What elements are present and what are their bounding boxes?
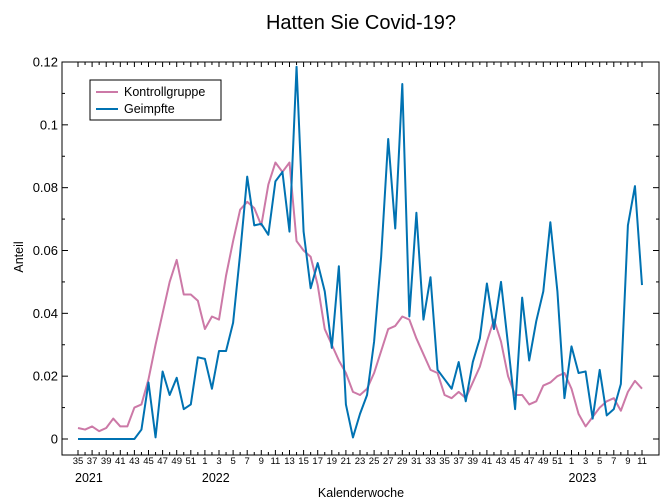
y-tick-label: 0.12 xyxy=(33,55,58,70)
x-tick-label: 3 xyxy=(216,456,221,467)
y-axis-title: Anteil xyxy=(12,241,26,272)
x-tick-label: 7 xyxy=(245,456,250,467)
y-tick-label: 0.06 xyxy=(33,243,58,258)
plot-frame xyxy=(61,61,660,456)
series-line-kontrollgruppe xyxy=(77,161,643,433)
x-tick-label: 51 xyxy=(552,456,563,467)
x-axis-title: Kalenderwoche xyxy=(318,486,404,500)
x-tick-label: 51 xyxy=(186,456,197,467)
x-tick-label: 9 xyxy=(625,456,630,467)
series-line-geimpfte xyxy=(78,65,643,440)
y-tick-label: 0.08 xyxy=(33,180,58,195)
y-axis: 0 0.02 0.04 0.06 0.08 0.1 0.12 xyxy=(33,55,659,447)
x-tick-label: 49 xyxy=(171,456,182,467)
x-tick-label: 9 xyxy=(259,456,264,467)
x-tick-label: 39 xyxy=(468,456,479,467)
x-tick-label: 23 xyxy=(355,456,366,467)
x-tick-label: 5 xyxy=(597,456,602,467)
legend-box xyxy=(89,79,222,121)
x-tick-label: 19 xyxy=(327,456,338,467)
x-tick-label: 47 xyxy=(157,456,168,467)
x-tick-label: 47 xyxy=(524,456,535,467)
x-tick-label: 1 xyxy=(569,456,574,467)
x-tick-label: 31 xyxy=(411,456,422,467)
y-tick-label: 0 xyxy=(51,432,58,447)
x-tick-label: 21 xyxy=(341,456,352,467)
x-tick-label: 13 xyxy=(284,456,295,467)
x-tick-label: 43 xyxy=(496,456,507,467)
legend: Kontrollgruppe Geimpfte xyxy=(89,79,222,121)
x-tick-label: 11 xyxy=(637,456,647,467)
x-tick-label: 35 xyxy=(73,456,84,467)
x-tick-label: 27 xyxy=(383,456,394,467)
year-label: 2023 xyxy=(569,471,597,485)
x-tick-label: 35 xyxy=(439,456,450,467)
series-layer xyxy=(77,65,643,440)
x-tick-label: 7 xyxy=(611,456,616,467)
x-tick-label: 15 xyxy=(298,456,309,467)
x-tick-label: 37 xyxy=(87,456,98,467)
x-tick-label: 3 xyxy=(583,456,588,467)
x-tick-label: 41 xyxy=(115,456,126,467)
x-tick-label: 45 xyxy=(510,456,521,467)
x-tick-label: 43 xyxy=(129,456,140,467)
x-axis: 35 37 39 41 43 45 47 49 51 1 3 5 7 9 11 13 15 17 19 21 23 25 2… xyxy=(73,62,647,485)
x-tick-label: 49 xyxy=(538,456,549,467)
x-tick-label: 11 xyxy=(270,456,280,467)
x-tick-label: 17 xyxy=(312,456,323,467)
x-tick-label: 29 xyxy=(397,456,408,467)
x-tick-label: 5 xyxy=(230,456,235,467)
x-tick-label: 39 xyxy=(101,456,112,467)
legend-label-kontrollgruppe: Kontrollgruppe xyxy=(124,85,205,99)
x-tick-label: 25 xyxy=(369,456,380,467)
y-tick-label: 0.1 xyxy=(40,117,58,132)
legend-label-geimpfte: Geimpfte xyxy=(124,102,175,116)
year-label: 2021 xyxy=(75,471,103,485)
x-tick-label: 45 xyxy=(143,456,154,467)
y-tick-label: 0.02 xyxy=(33,369,58,384)
y-tick-label: 0.04 xyxy=(33,306,58,321)
x-tick-label: 33 xyxy=(425,456,436,467)
chart-title: Hatten Sie Covid-19? xyxy=(266,12,456,34)
x-tick-label: 41 xyxy=(482,456,493,467)
year-label: 2022 xyxy=(202,471,230,485)
x-tick-label: 1 xyxy=(202,456,207,467)
x-tick-label: 37 xyxy=(453,456,464,467)
